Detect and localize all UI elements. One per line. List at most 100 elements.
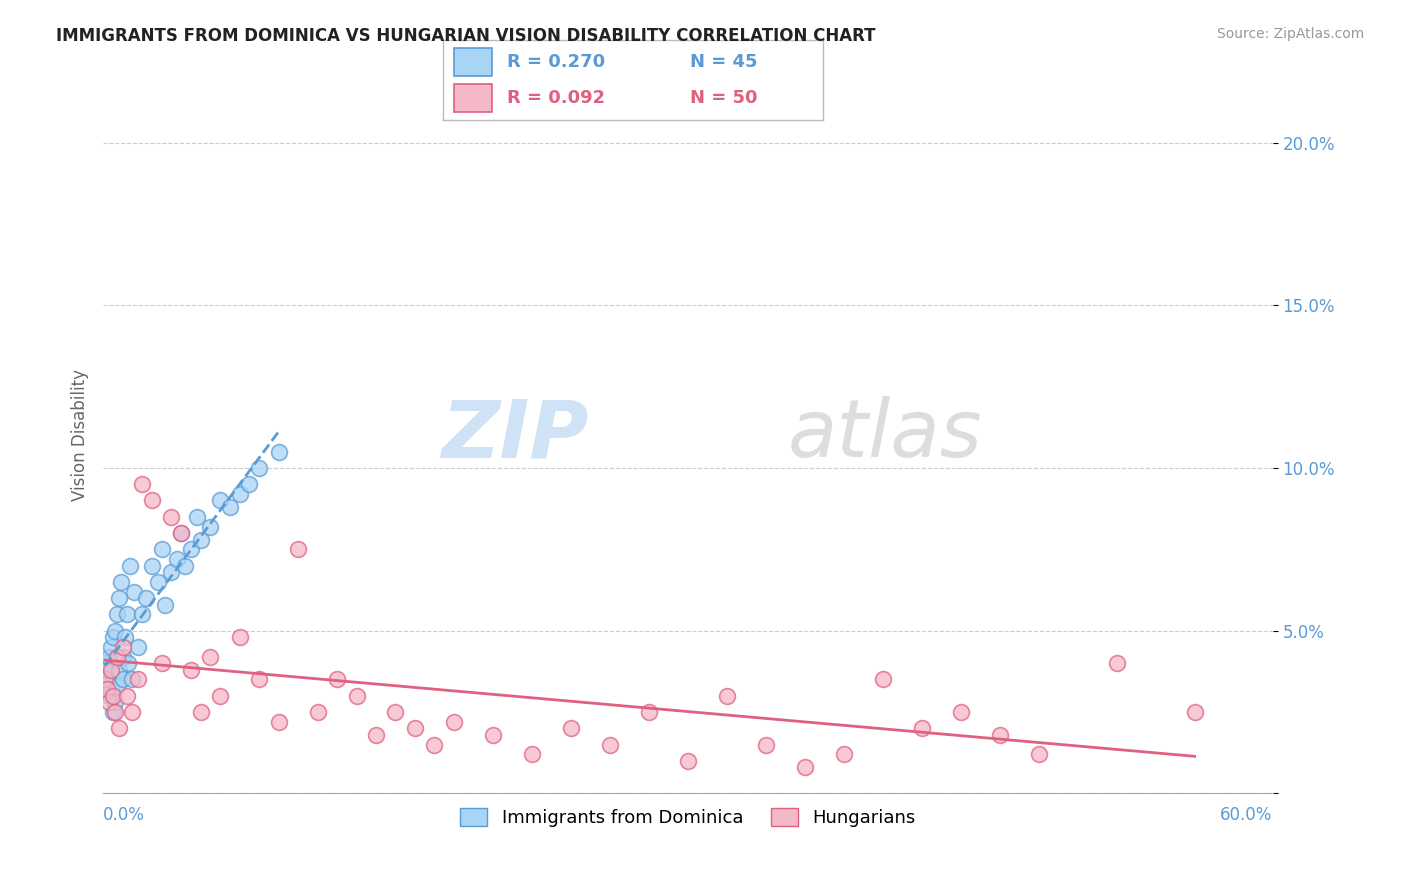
Point <box>307 705 329 719</box>
Point <box>94 673 117 687</box>
Point <box>637 705 659 719</box>
Point <box>98 689 121 703</box>
Point <box>101 705 124 719</box>
Point <box>104 705 127 719</box>
Point <box>186 509 208 524</box>
Point <box>107 591 129 606</box>
Point <box>127 673 149 687</box>
Point <box>105 607 128 622</box>
Point <box>560 721 582 735</box>
Point <box>160 509 183 524</box>
Text: 60.0%: 60.0% <box>1220 806 1272 824</box>
Point <box>209 689 232 703</box>
Point <box>131 607 153 622</box>
Point <box>267 714 290 729</box>
Point <box>101 689 124 703</box>
Point <box>676 754 699 768</box>
Point <box>190 533 212 547</box>
Point <box>100 640 122 654</box>
Point <box>423 738 446 752</box>
Point <box>166 552 188 566</box>
Point <box>111 640 134 654</box>
Text: R = 0.092: R = 0.092 <box>508 89 606 107</box>
Point <box>124 584 146 599</box>
Text: N = 45: N = 45 <box>690 53 758 70</box>
Text: R = 0.270: R = 0.270 <box>508 53 606 70</box>
Point <box>228 487 250 501</box>
Point <box>146 574 169 589</box>
Point <box>238 477 260 491</box>
Point <box>115 689 138 703</box>
Point <box>482 728 505 742</box>
Point <box>599 738 621 752</box>
Point <box>200 519 222 533</box>
Point <box>247 461 270 475</box>
Point <box>716 689 738 703</box>
Point <box>443 714 465 729</box>
Point <box>100 682 122 697</box>
Point <box>949 705 972 719</box>
Point <box>155 598 177 612</box>
Point <box>218 500 240 514</box>
Legend: Immigrants from Dominica, Hungarians: Immigrants from Dominica, Hungarians <box>453 801 922 834</box>
Point <box>988 728 1011 742</box>
Point <box>101 630 124 644</box>
Point <box>755 738 778 752</box>
Point <box>111 673 134 687</box>
Point <box>160 565 183 579</box>
Point <box>104 624 127 638</box>
Point <box>170 526 193 541</box>
Text: Source: ZipAtlas.com: Source: ZipAtlas.com <box>1216 27 1364 41</box>
Point <box>150 542 173 557</box>
FancyBboxPatch shape <box>454 85 492 112</box>
FancyBboxPatch shape <box>454 48 492 77</box>
Point <box>98 695 121 709</box>
Point <box>127 640 149 654</box>
Point <box>326 673 349 687</box>
Point <box>200 649 222 664</box>
Point <box>1105 656 1128 670</box>
Point <box>141 493 163 508</box>
Text: ZIP: ZIP <box>441 396 589 475</box>
Point <box>267 444 290 458</box>
Point <box>135 591 157 606</box>
Point <box>180 542 202 557</box>
Point <box>228 630 250 644</box>
Point <box>117 656 139 670</box>
Point <box>174 558 197 573</box>
Point <box>120 558 142 573</box>
Point <box>287 542 309 557</box>
Point <box>121 705 143 719</box>
Point <box>111 649 134 664</box>
Point <box>832 747 855 762</box>
Point <box>404 721 426 735</box>
Point <box>364 728 387 742</box>
Point <box>170 526 193 541</box>
Point <box>107 663 129 677</box>
Point <box>100 663 122 677</box>
Point <box>384 705 406 719</box>
Point <box>793 760 815 774</box>
Point <box>115 607 138 622</box>
Point <box>141 558 163 573</box>
Point <box>110 574 132 589</box>
Text: 0.0%: 0.0% <box>103 806 145 824</box>
Point <box>346 689 368 703</box>
Point <box>1028 747 1050 762</box>
Point <box>96 673 118 687</box>
Point <box>105 649 128 664</box>
Text: atlas: atlas <box>787 396 981 475</box>
Point <box>96 663 118 677</box>
Point <box>121 673 143 687</box>
Point <box>520 747 543 762</box>
Point <box>911 721 934 735</box>
Point <box>180 663 202 677</box>
Point <box>247 673 270 687</box>
Point <box>150 656 173 670</box>
Point <box>96 682 118 697</box>
Y-axis label: Vision Disability: Vision Disability <box>72 369 89 501</box>
Point <box>98 649 121 664</box>
Point <box>1184 705 1206 719</box>
Point <box>105 679 128 693</box>
Text: N = 50: N = 50 <box>690 89 758 107</box>
